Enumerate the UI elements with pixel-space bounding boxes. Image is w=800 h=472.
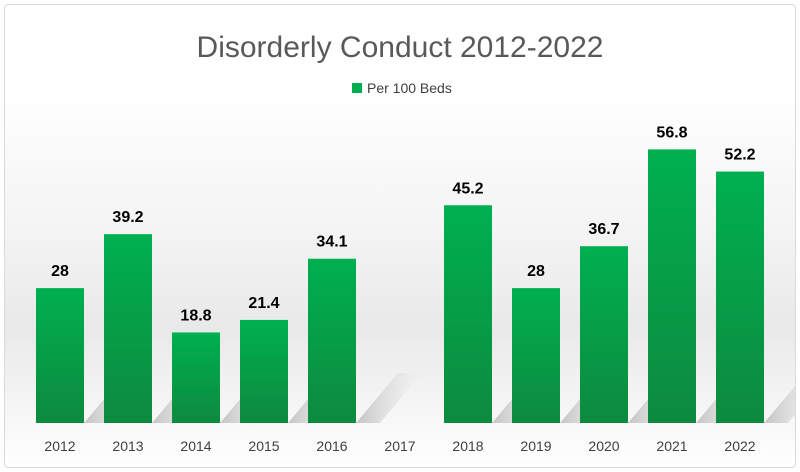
x-tick-2019: 2019 xyxy=(520,438,551,454)
chart-frame: Disorderly Conduct 2012-2022 Per 100 Bed… xyxy=(4,4,796,468)
x-tick-2018: 2018 xyxy=(452,438,483,454)
bar-2014 xyxy=(172,332,220,423)
bar-2018 xyxy=(444,205,492,423)
data-label-2014: 18.8 xyxy=(180,307,211,324)
x-axis-ticks: 2012 2013 2014 2015 2016 2017 2018 2019 2020 2021… xyxy=(44,438,755,454)
data-label-2018: 45.2 xyxy=(452,180,483,197)
x-tick-2017: 2017 xyxy=(384,438,415,454)
bar-2019 xyxy=(512,288,560,423)
data-label-2015: 21.4 xyxy=(248,295,279,312)
data-label-2021: 56.8 xyxy=(656,124,687,141)
x-tick-2020: 2020 xyxy=(588,438,619,454)
bar-2022 xyxy=(716,171,764,423)
bar-2016 xyxy=(308,258,356,423)
data-label-2013: 39.2 xyxy=(112,209,143,226)
bar-2012 xyxy=(36,288,84,423)
legend-swatch xyxy=(352,83,362,93)
data-label-2019: 28 xyxy=(527,263,545,280)
data-label-2016: 34.1 xyxy=(316,234,347,251)
chart-svg: Disorderly Conduct 2012-2022 Per 100 Bed… xyxy=(36,31,795,454)
chart-title: Disorderly Conduct 2012-2022 xyxy=(197,31,604,64)
bar-shadow-2022 xyxy=(764,386,795,423)
x-tick-2016: 2016 xyxy=(316,438,347,454)
bar-2015 xyxy=(240,319,288,423)
x-tick-2015: 2015 xyxy=(248,438,279,454)
bar-2021 xyxy=(648,149,696,423)
x-tick-2014: 2014 xyxy=(180,438,211,454)
legend-label: Per 100 Beds xyxy=(367,80,452,96)
x-tick-2021: 2021 xyxy=(656,438,687,454)
bars xyxy=(36,149,764,423)
bar-shadow-2016 xyxy=(356,373,422,423)
legend: Per 100 Beds xyxy=(352,80,452,96)
x-tick-2012: 2012 xyxy=(44,438,75,454)
data-label-2012: 28 xyxy=(51,263,69,280)
bar-2020 xyxy=(580,246,628,423)
x-tick-2013: 2013 xyxy=(112,438,143,454)
bar-2013 xyxy=(104,234,152,423)
data-label-2022: 52.2 xyxy=(724,147,755,164)
x-tick-2022: 2022 xyxy=(724,438,755,454)
data-labels: 28 39.2 18.8 21.4 34.1 45.2 28 36.7 56.8 52.2 xyxy=(51,124,756,324)
data-label-2020: 36.7 xyxy=(588,221,619,238)
